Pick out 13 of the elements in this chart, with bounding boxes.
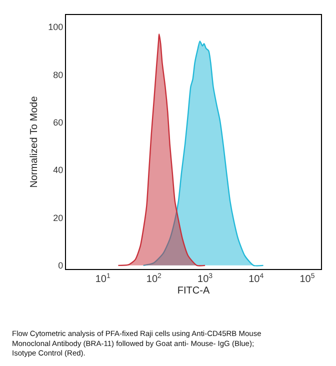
y-tick-label: 80 — [53, 70, 64, 80]
y-tick-label: 20 — [53, 212, 64, 223]
y-axis-title: Normalized To Mode — [29, 96, 40, 188]
x-tick-label: 10$^{2}$ — [146, 272, 162, 285]
y-tick-label: 40 — [53, 165, 64, 176]
x-tick-label: 10$^{4}$ — [248, 272, 264, 285]
x-tick-label: 10$^{5}$ — [300, 272, 315, 285]
x-tick-label: 10$^{3}$ — [198, 272, 213, 285]
x-tick-label: 10$^{1}$ — [95, 272, 110, 285]
y-tick-label: 0 — [58, 260, 64, 271]
x-axis-title: FITC-A — [177, 286, 210, 296]
y-tick-label: 100 — [48, 22, 64, 32]
y-tick-label: 60 — [53, 117, 64, 128]
